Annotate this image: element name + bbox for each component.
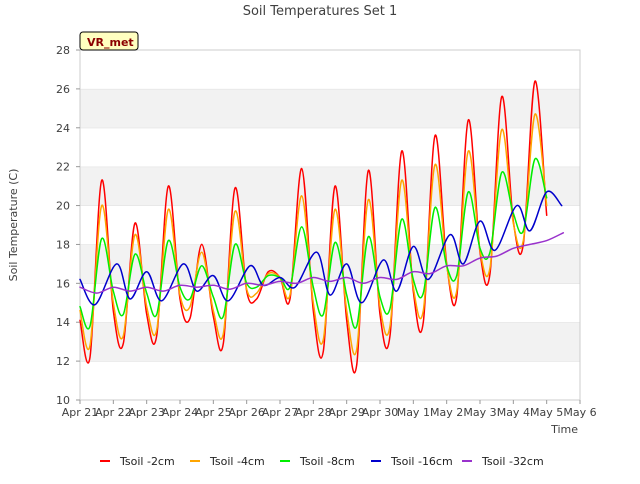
x-tick-label: May 5 [530,406,563,419]
grid-band [80,322,580,362]
site-badge-box [79,31,139,51]
legend: Tsoil -2cm Tsoil -4cm Tsoil -8cm Tsoil -16c… [100,455,544,468]
y-tick-label: 22 [56,161,70,174]
x-tick-label: Apr 21 [62,406,99,419]
x-tick-label: May 3 [463,406,496,419]
y-tick-label: 18 [56,238,70,251]
series-line-tsoil-8cm [79,157,548,330]
x-tick-label: Apr 23 [128,406,165,419]
y-tick-label: 14 [56,316,70,329]
plot-frame [79,49,581,401]
legend-entry: Tsoil -8cm [299,455,355,468]
x-tick-label: Apr 24 [162,406,199,419]
y-tick-label: 26 [56,83,70,96]
x-tick-label: May 6 [563,406,596,419]
x-tick-label: Apr 30 [362,406,399,419]
x-axis-label: Time [550,423,578,436]
x-tick-label: Apr 27 [262,406,299,419]
series-line-tsoil-4cm [79,113,548,356]
x-tick-label: Apr 28 [295,406,332,419]
series-line-tsoil-32cm [79,232,565,294]
site-badge: VR_met [87,36,134,49]
y-tick-label: 10 [56,394,70,407]
x-tick-label: Apr 22 [95,406,132,419]
y-tick-label: 12 [56,355,70,368]
grid-band [80,166,580,206]
x-tick-label: May 1 [397,406,430,419]
y-axis-label: Soil Temperature (C) [7,169,20,282]
x-tick-label: May 4 [497,406,530,419]
grid-band [80,50,580,89]
y-tick-label: 24 [56,122,70,135]
x-tick-label: Apr 26 [228,406,265,419]
series-line-tsoil-16cm [79,190,563,306]
legend-entry: Tsoil -2cm [119,455,175,468]
grid-band [80,361,580,400]
y-tick-label: 20 [56,200,70,213]
grid-band [80,283,580,323]
y-tick-label: 28 [56,44,70,57]
x-tick-label: May 2 [430,406,463,419]
legend-entry: Tsoil -4cm [209,455,265,468]
legend-entry: Tsoil -16cm [390,455,453,468]
chart-title: Soil Temperatures Set 1 [243,4,398,19]
x-tick-label: Apr 29 [328,406,365,419]
x-tick-label: Apr 25 [195,406,232,419]
legend-entry: Tsoil -32cm [481,455,544,468]
grid-band [80,88,580,128]
y-tick-label: 16 [56,277,70,290]
